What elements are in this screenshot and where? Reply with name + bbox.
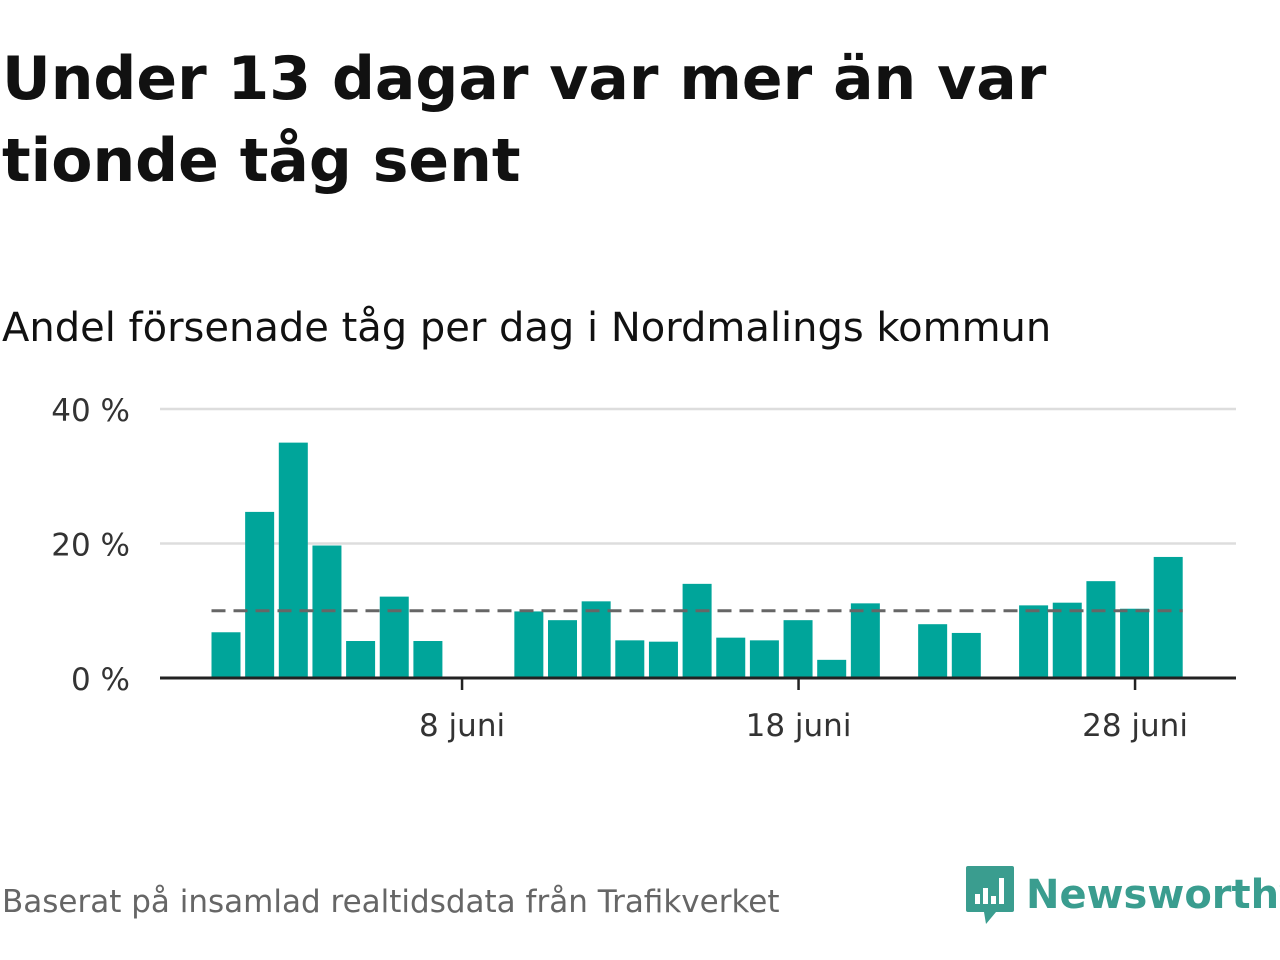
bar	[749, 640, 779, 678]
x-tick-label: 28 juni	[1082, 708, 1188, 744]
bar	[211, 632, 241, 678]
bar	[413, 641, 443, 678]
bar	[1153, 556, 1183, 678]
bar	[951, 632, 981, 678]
source-note: Baserat på insamlad realtidsdata från Tr…	[2, 884, 780, 920]
brand-logo: Newsworthy	[964, 864, 1280, 926]
y-tick-label: 40 %	[51, 393, 130, 429]
chart-subtitle: Andel försenade tåg per dag i Nordmaling…	[2, 305, 1052, 351]
y-tick-label: 20 %	[51, 528, 130, 564]
bar	[850, 603, 880, 678]
bar	[581, 601, 611, 678]
bar	[682, 583, 712, 678]
x-tick-label: 18 juni	[746, 708, 852, 744]
bar	[1019, 605, 1049, 678]
bar	[1086, 581, 1116, 678]
bar	[379, 596, 409, 678]
bar	[615, 640, 645, 678]
bar	[1052, 602, 1082, 678]
bar	[716, 637, 746, 678]
bar	[648, 641, 678, 678]
newsworthy-logo-icon	[966, 866, 1014, 924]
bar	[245, 511, 275, 678]
brand-name: Newsworthy	[1026, 872, 1280, 918]
bar	[346, 641, 376, 678]
bar-chart: 0 % 20 % 40 % 8 juni 18 juni 28 juni	[51, 393, 1236, 744]
bar	[783, 620, 813, 678]
chart-title: Under 13 dagar var mer än var tionde tåg…	[2, 44, 1047, 196]
bar	[278, 442, 308, 678]
bar	[514, 611, 544, 678]
bar	[817, 659, 847, 678]
x-tick-label: 8 juni	[419, 708, 505, 744]
bar	[918, 624, 948, 678]
bar	[1120, 608, 1150, 678]
y-tick-label: 0 %	[71, 662, 130, 698]
bar	[548, 620, 577, 678]
